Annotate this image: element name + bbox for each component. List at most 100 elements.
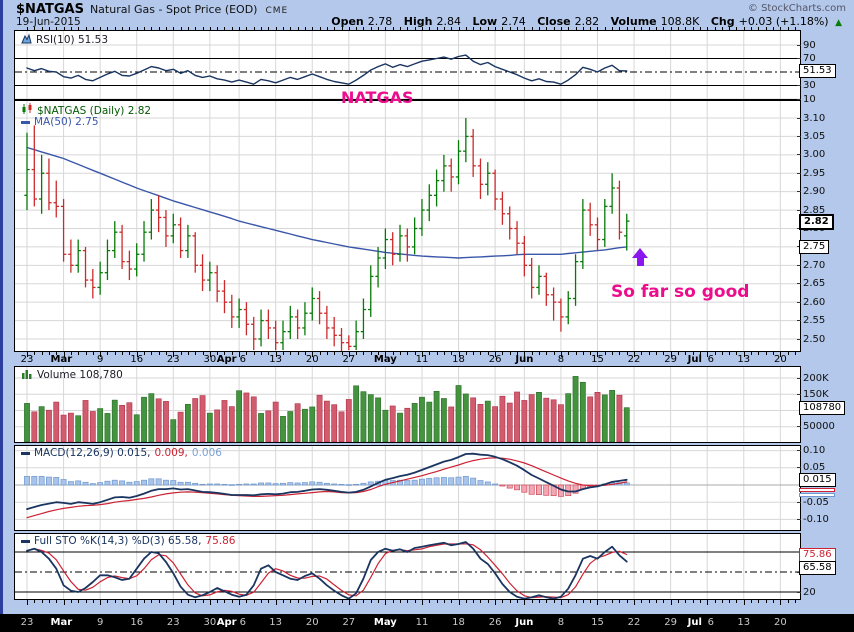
day-tick bbox=[209, 27, 211, 30]
day-tick bbox=[129, 600, 131, 603]
day-tick bbox=[195, 600, 197, 603]
day-tick bbox=[70, 27, 72, 30]
day-tick bbox=[480, 352, 482, 355]
y-axis-label: 0.05 bbox=[803, 462, 826, 474]
x-axis-label: 29 bbox=[664, 617, 677, 628]
y-axis-label: 3.10 bbox=[803, 112, 826, 124]
axis-tick bbox=[797, 450, 801, 452]
day-tick bbox=[626, 352, 628, 355]
day-tick bbox=[568, 27, 570, 30]
day-tick bbox=[531, 600, 533, 603]
day-tick bbox=[648, 27, 650, 30]
day-tick bbox=[370, 352, 372, 355]
day-tick bbox=[604, 352, 606, 355]
day-tick bbox=[114, 27, 116, 30]
day-tick bbox=[282, 352, 284, 355]
day-tick bbox=[553, 27, 555, 30]
close-value: 2.82 bbox=[574, 15, 600, 28]
day-tick bbox=[261, 352, 263, 355]
x-axis-label: Mar bbox=[50, 354, 73, 365]
day-tick bbox=[253, 600, 255, 603]
x-axis-label: 20 bbox=[305, 354, 319, 365]
day-tick bbox=[517, 352, 519, 355]
y-axis-label: 150K bbox=[803, 388, 829, 400]
rsi-value-box: 51.53 bbox=[799, 63, 836, 78]
y-axis-label: 90 bbox=[803, 39, 816, 51]
copyright-link[interactable]: © StockCharts.com bbox=[747, 3, 846, 14]
day-tick bbox=[165, 27, 167, 30]
day-tick bbox=[517, 600, 519, 603]
macd-plot bbox=[15, 446, 800, 530]
y-axis-label: 2.85 bbox=[803, 204, 826, 216]
day-tick bbox=[400, 600, 401, 603]
annotation-title: NATGAS bbox=[341, 88, 414, 107]
macd-signal-marker bbox=[799, 487, 835, 492]
day-tick bbox=[231, 27, 233, 30]
day-tick bbox=[670, 352, 672, 355]
day-tick bbox=[451, 600, 453, 603]
x-axis-label: 13 bbox=[269, 354, 283, 365]
day-tick bbox=[436, 352, 438, 355]
x-axis-label: 13 bbox=[269, 617, 283, 628]
y-axis-label: 0.10 bbox=[803, 445, 826, 457]
day-tick bbox=[553, 600, 555, 603]
high-value: 2.84 bbox=[436, 15, 461, 28]
sto-k-value-box: 65.58 bbox=[799, 561, 836, 575]
x-axis-label: 9 bbox=[96, 354, 104, 365]
day-tick bbox=[736, 27, 738, 30]
x-axis-label: 18 bbox=[452, 617, 465, 628]
day-tick bbox=[180, 600, 182, 603]
day-tick bbox=[721, 27, 723, 30]
day-tick bbox=[209, 600, 211, 603]
day-tick bbox=[729, 27, 731, 30]
day-tick bbox=[794, 27, 796, 30]
day-tick bbox=[677, 27, 679, 30]
day-tick bbox=[78, 352, 80, 355]
day-tick bbox=[92, 27, 94, 30]
day-tick bbox=[56, 27, 58, 30]
day-tick bbox=[575, 27, 577, 30]
day-tick bbox=[473, 352, 475, 355]
day-tick bbox=[356, 600, 358, 603]
day-tick bbox=[363, 600, 365, 603]
day-tick bbox=[773, 27, 775, 30]
day-tick bbox=[509, 27, 511, 30]
day-tick bbox=[414, 352, 416, 355]
day-tick bbox=[100, 352, 102, 355]
day-tick bbox=[765, 27, 767, 30]
day-tick bbox=[253, 27, 255, 30]
sto-legend-d: 75.86 bbox=[205, 535, 236, 547]
day-tick bbox=[275, 27, 277, 30]
day-tick bbox=[304, 27, 306, 30]
day-tick bbox=[378, 352, 380, 355]
day-tick bbox=[209, 352, 211, 355]
day-tick bbox=[195, 352, 197, 355]
day-tick bbox=[436, 27, 438, 30]
day-tick bbox=[787, 352, 789, 355]
day-tick bbox=[392, 27, 394, 30]
day-tick bbox=[326, 352, 328, 355]
y-axis-label: 2.60 bbox=[803, 296, 826, 308]
volume-bars-icon bbox=[21, 368, 33, 382]
day-tick bbox=[378, 600, 380, 603]
day-tick bbox=[502, 600, 504, 603]
y-axis-label: 2.95 bbox=[803, 167, 826, 179]
day-tick bbox=[312, 600, 314, 603]
x-axis-label: 8 bbox=[557, 354, 565, 365]
day-tick bbox=[246, 27, 248, 30]
y-axis-label: 2.90 bbox=[803, 186, 826, 198]
x-axis-label: May bbox=[373, 354, 397, 365]
day-tick bbox=[546, 600, 548, 603]
change-up-icon: ▲ bbox=[835, 18, 842, 28]
day-tick bbox=[370, 600, 372, 603]
day-tick bbox=[407, 600, 409, 603]
day-tick bbox=[56, 600, 58, 603]
day-tick bbox=[429, 600, 431, 603]
day-tick bbox=[107, 600, 109, 603]
day-tick bbox=[407, 352, 409, 355]
day-tick bbox=[546, 352, 548, 355]
x-axis-label: 22 bbox=[627, 617, 641, 628]
day-tick bbox=[63, 27, 65, 30]
day-tick bbox=[604, 600, 606, 603]
sto-line-icon bbox=[21, 539, 30, 543]
